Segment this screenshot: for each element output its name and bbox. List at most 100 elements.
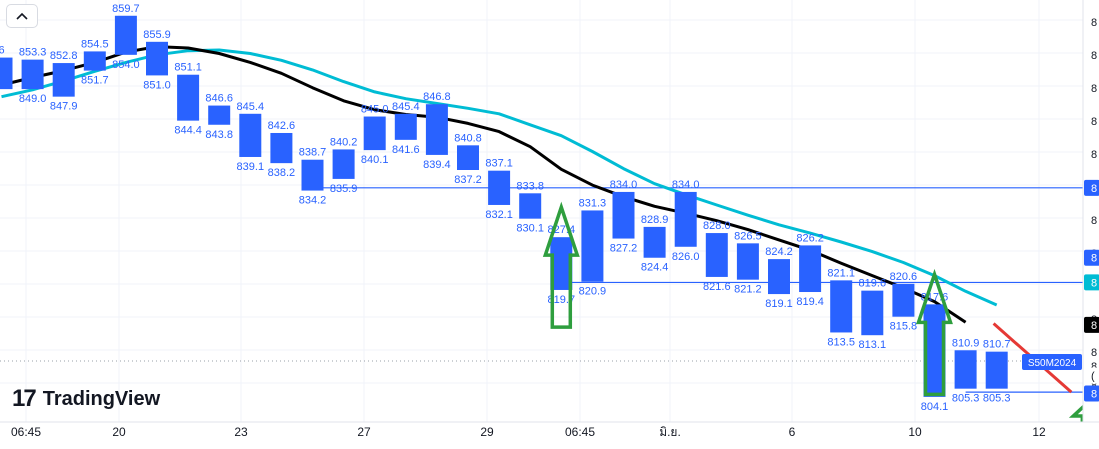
bar-high-label: 820.6 — [890, 271, 918, 283]
bar-high-label: 810.7 — [983, 339, 1011, 351]
price-bar — [425, 104, 448, 155]
collapse-button[interactable] — [6, 4, 38, 28]
time-axis-label: 6 — [789, 425, 796, 439]
price-bar — [208, 105, 231, 125]
bar-low-label: 824.4 — [641, 262, 669, 274]
price-bar — [239, 113, 262, 157]
price-axis-label: 8 — [1091, 215, 1097, 227]
price-tag-label: 8 — [1091, 277, 1097, 289]
bar-high-label: 851.1 — [174, 62, 202, 74]
time-axis-background — [0, 422, 1099, 444]
price-axis-label: 8 — [1091, 149, 1097, 161]
price-tag — [1084, 385, 1099, 402]
bar-low-label: 849.0 — [19, 93, 47, 105]
bar-high-label: 855.9 — [143, 29, 171, 41]
green-up-arrow — [916, 268, 953, 397]
bar-high-label: 840.8 — [454, 132, 482, 144]
price-tag-label: 8 — [1091, 361, 1097, 373]
bar-high-label: 859.7 — [112, 3, 140, 15]
bar-low-label: 821.2 — [734, 284, 762, 296]
price-bar — [954, 350, 977, 389]
bar-high-label: 854.5 — [81, 38, 109, 50]
time-axis-label: มิ.ย. — [659, 425, 681, 439]
bar-high-label: 6 — [0, 45, 5, 57]
bar-low-label: 820.9 — [579, 286, 607, 298]
time-axis-label: 27 — [357, 425, 371, 439]
bar-low-label: 839.4 — [423, 159, 451, 171]
bar-low-label: 805.3 — [983, 393, 1011, 405]
price-bar — [332, 149, 355, 179]
bar-high-label: 845.0 — [361, 104, 389, 116]
bar-low-label: 813.1 — [859, 339, 887, 351]
bar-high-label: 840.2 — [330, 136, 358, 148]
bar-low-label: 826.0 — [672, 251, 700, 263]
time-axis-label: 10 — [908, 425, 922, 439]
bar-low-label: 843.8 — [205, 129, 233, 141]
price-bar — [923, 304, 946, 397]
bar-high-label: 828.9 — [641, 214, 669, 226]
price-axis-background — [1083, 0, 1099, 444]
price-bar — [270, 132, 293, 164]
bar-low-label: 819.1 — [765, 298, 793, 310]
price-bar — [83, 51, 106, 71]
price-axis-label: 8 — [1091, 347, 1097, 359]
green-x-marker — [1068, 389, 1099, 442]
bar-low-label: 804.1 — [921, 401, 949, 413]
bar-low-label: 840.1 — [361, 154, 389, 166]
price-tag — [1084, 367, 1099, 384]
bar-high-label: 810.9 — [952, 337, 980, 349]
bar-high-label: 819.6 — [859, 278, 887, 290]
price-bar — [892, 283, 915, 317]
price-bar — [705, 233, 728, 277]
price-bar — [488, 170, 511, 205]
price-axis-label: 8 — [1091, 83, 1097, 95]
logo-mark: 17 — [12, 385, 37, 412]
price-bar — [519, 193, 542, 219]
bar-low-label: 819.7 — [548, 294, 576, 306]
bar-high-label: 846.8 — [423, 91, 451, 103]
bar-high-label: 821.1 — [827, 267, 855, 279]
price-tag-label: ( — [1091, 371, 1095, 383]
bar-high-label: 837.1 — [485, 158, 513, 170]
symbol-label-text: S50M2024 — [1028, 358, 1077, 369]
bar-high-label: 845.4 — [392, 101, 420, 113]
price-bar — [146, 41, 168, 76]
bar-low-label: 854.0 — [112, 59, 140, 71]
bar-low-label: 835.9 — [330, 183, 358, 195]
price-bar — [985, 351, 1008, 389]
time-axis-label: 06:45 — [11, 425, 41, 439]
time-axis-label: 23 — [234, 425, 248, 439]
bar-low-label: 841.6 — [392, 144, 420, 156]
price-tag-label: 8 — [1091, 183, 1097, 195]
bar-high-label: 828.0 — [703, 220, 731, 232]
bar-low-label: 805.3 — [952, 393, 980, 405]
price-bar — [799, 245, 822, 293]
price-bar — [363, 116, 386, 151]
price-tag — [1084, 249, 1099, 266]
bar-low-label: 851.7 — [81, 75, 109, 87]
symbol-label-box — [1022, 354, 1082, 370]
bar-high-label: 852.8 — [50, 50, 78, 62]
bar-low-label: 819.4 — [796, 296, 824, 308]
bar-low-label: 839.1 — [237, 161, 265, 173]
bar-low-label: 847.9 — [50, 101, 78, 113]
price-bar — [21, 59, 44, 90]
price-bar — [52, 63, 75, 97]
price-bar — [768, 259, 790, 295]
price-bar — [830, 280, 853, 333]
price-bar — [861, 290, 884, 336]
bar-high-label: 853.3 — [19, 47, 47, 59]
price-tag-label: 8 — [1091, 253, 1097, 265]
bar-high-label: 842.6 — [268, 120, 296, 132]
bar-high-label: 824.2 — [765, 246, 793, 258]
bar-high-label: 845.4 — [237, 101, 265, 113]
bar-low-label: 834.2 — [299, 195, 327, 207]
bar-high-label: 838.7 — [299, 147, 327, 159]
bar-low-label: 830.1 — [516, 223, 544, 235]
price-axis-label: 8 — [1091, 17, 1097, 29]
bar-high-label: 826.5 — [734, 230, 762, 242]
bar-high-label: 834.0 — [672, 179, 700, 191]
price-bar — [643, 226, 666, 258]
green-up-arrow — [542, 201, 580, 329]
